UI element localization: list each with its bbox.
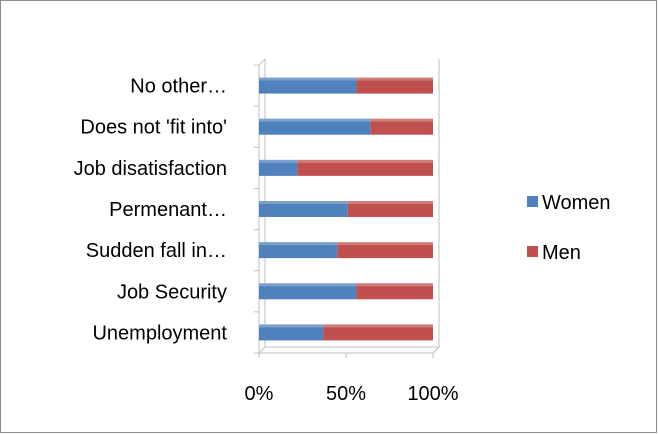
bar-men-4 [337, 242, 433, 259]
bar-highlight [297, 159, 433, 163]
x-tick-label: 100% [407, 383, 458, 405]
legend-label-men: Men [542, 242, 581, 264]
bar-men-1 [370, 118, 433, 135]
bar-highlight [259, 242, 338, 246]
bar-highlight [337, 242, 433, 246]
floor [258, 346, 441, 354]
category-labels: No other… Does not 'fit into' Job disatisf… [74, 76, 228, 345]
bar-women-6 [259, 324, 324, 341]
bar-highlight [259, 159, 298, 163]
bar-highlight [259, 77, 357, 81]
category-label: No other… [130, 76, 227, 98]
bar-women-0 [259, 77, 357, 94]
bar-women-3 [259, 201, 348, 217]
wall-top-edge [258, 58, 266, 66]
x-tick-label: 50% [326, 383, 366, 405]
bar-highlight [356, 77, 433, 81]
category-label: Job Security [117, 281, 227, 303]
legend-label-women: Women [542, 192, 611, 214]
legend-swatch-men [527, 246, 538, 257]
bar-men-5 [356, 283, 433, 300]
bars-group [259, 77, 433, 341]
bar-highlight [356, 283, 433, 287]
bar-highlight [323, 324, 433, 328]
bar-men-2 [297, 159, 433, 176]
bar-women-4 [259, 242, 338, 259]
bar-men-0 [356, 77, 433, 94]
bar-highlight [259, 201, 348, 204]
bar-men-3 [347, 201, 433, 217]
bar-women-1 [259, 118, 371, 135]
bar-highlight [259, 118, 371, 122]
category-label: Sudden fall in… [86, 240, 227, 262]
category-label: Unemployment [92, 322, 227, 344]
category-label: Does not 'fit into' [80, 117, 227, 139]
bar-women-2 [259, 159, 298, 176]
bar-men-6 [323, 324, 433, 341]
x-tick-label: 0% [245, 383, 274, 405]
category-label: Permenant… [109, 199, 227, 221]
x-tick-labels: 0% 50% 100% [245, 383, 459, 405]
bar-women-5 [259, 283, 357, 300]
bar-highlight [347, 201, 433, 204]
bar-highlight [370, 118, 433, 122]
legend: Women Men [527, 192, 611, 264]
legend-swatch-women [527, 196, 538, 207]
bar-highlight [259, 324, 324, 328]
bar-highlight [259, 283, 357, 287]
category-label: Job disatisfaction [74, 158, 227, 180]
